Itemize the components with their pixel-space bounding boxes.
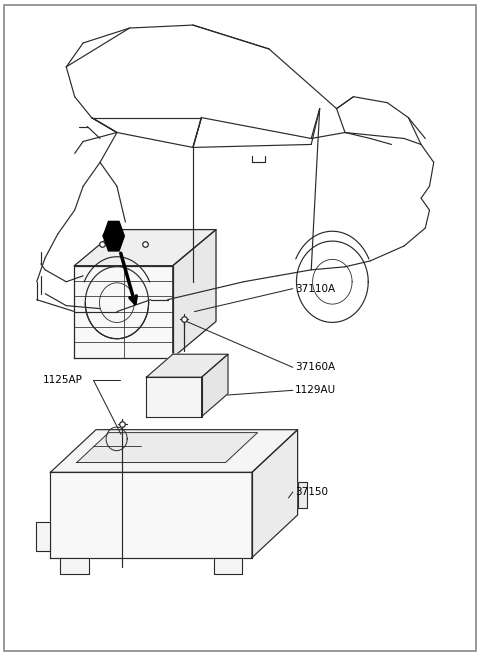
Polygon shape: [50, 472, 252, 558]
Polygon shape: [146, 354, 228, 377]
Polygon shape: [50, 430, 298, 472]
Text: 37160A: 37160A: [295, 362, 336, 373]
Polygon shape: [103, 221, 124, 251]
Polygon shape: [36, 522, 50, 551]
Polygon shape: [74, 230, 216, 266]
Polygon shape: [77, 433, 257, 462]
Polygon shape: [214, 558, 242, 574]
Text: 1129AU: 1129AU: [295, 385, 336, 396]
Polygon shape: [202, 354, 228, 417]
Polygon shape: [298, 482, 307, 508]
Polygon shape: [60, 558, 89, 574]
Text: 37150: 37150: [295, 487, 328, 497]
Polygon shape: [252, 430, 298, 558]
Polygon shape: [146, 377, 202, 417]
Polygon shape: [173, 230, 216, 358]
Polygon shape: [74, 266, 173, 358]
Text: 1125AP: 1125AP: [43, 375, 83, 386]
Text: 37110A: 37110A: [295, 283, 336, 294]
